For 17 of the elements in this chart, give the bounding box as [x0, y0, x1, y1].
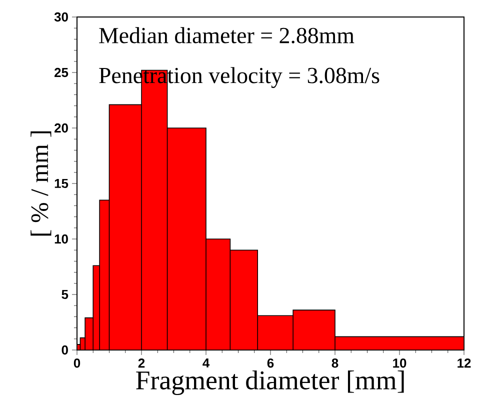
y-tick-label: 10 — [54, 234, 68, 244]
y-tick-label: 15 — [54, 178, 68, 188]
annotation: Median diameter = 2.88mm — [99, 27, 354, 44]
x-tick-label: 10 — [393, 358, 406, 368]
y-tick-label: 5 — [62, 290, 68, 300]
x-tick-label: 6 — [267, 358, 274, 368]
y-axis-title: [ % / mm ] — [30, 131, 52, 236]
x-tick-label: 8 — [332, 358, 338, 368]
x-tick-label: 0 — [74, 358, 80, 368]
x-axis-title: Fragment diameter [mm] — [136, 370, 404, 396]
y-tick-label: 30 — [54, 12, 68, 22]
y-tick-label: 20 — [54, 123, 68, 133]
x-tick-label: 4 — [202, 358, 210, 368]
x-tick-label: 12 — [458, 358, 471, 368]
x-tick-label: 2 — [138, 358, 145, 368]
y-tick-label: 25 — [54, 68, 68, 78]
y-tick-label: 0 — [62, 345, 68, 355]
